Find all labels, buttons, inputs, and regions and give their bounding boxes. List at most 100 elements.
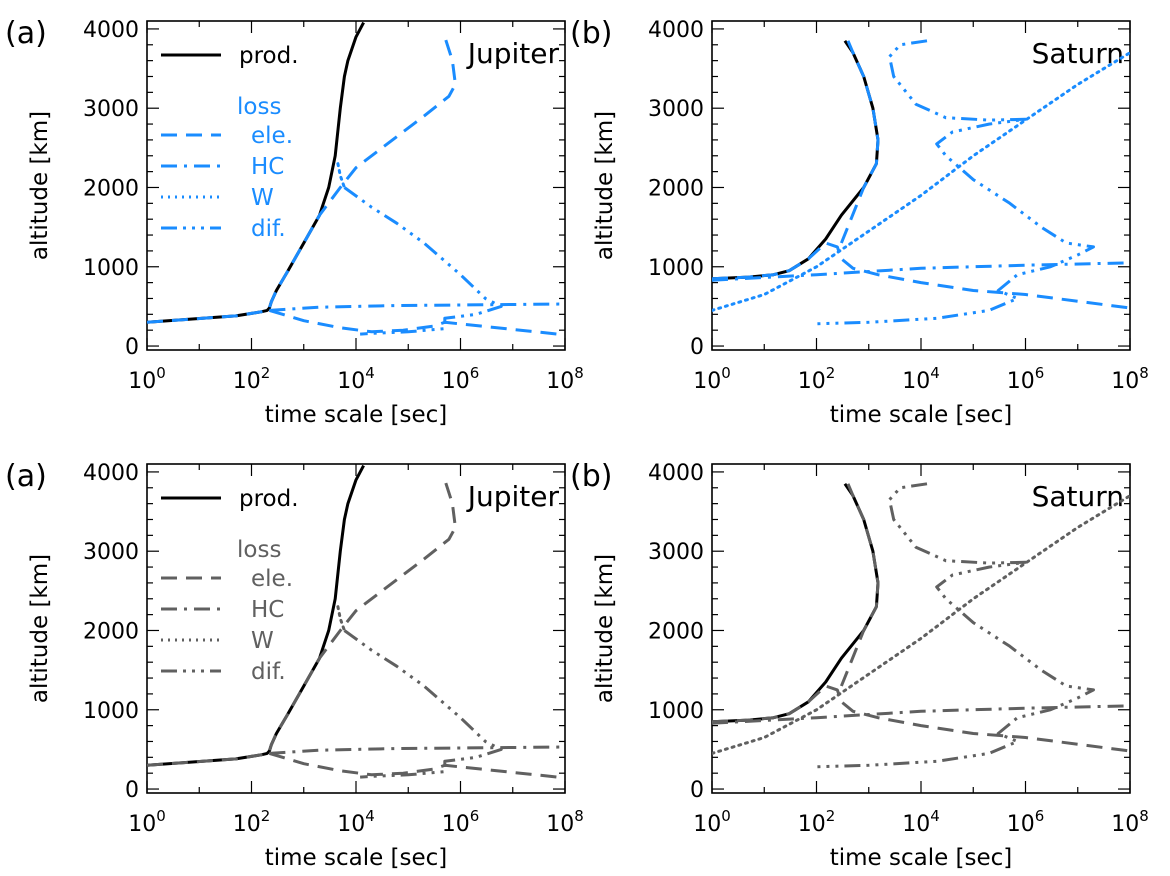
planet-label: Jupiter	[466, 37, 560, 70]
chart-panel-2: 100 102 104 106 108 0 1000 2000 3000 4000 time sca…	[570, 16, 1149, 428]
series-ele-line	[268, 308, 565, 337]
y-tick-label: 3000	[83, 97, 139, 122]
series-dif-line	[816, 482, 1095, 769]
x-axis-label: time scale [sec]	[830, 845, 1013, 871]
panel-label: (b)	[570, 459, 612, 494]
planet-label: Jupiter	[466, 480, 560, 513]
y-axis-label: altitude [km]	[27, 111, 53, 260]
x-tick-label: 100	[128, 364, 166, 394]
y-tick-label: 4000	[83, 18, 139, 43]
x-tick-label: 102	[233, 364, 271, 394]
series-group	[147, 21, 565, 337]
y-axis-label: altitude [km]	[592, 111, 618, 260]
series-group	[147, 464, 565, 780]
plot-frame	[146, 20, 566, 351]
x-tick-label: 102	[798, 364, 836, 394]
y-tick-label: 2000	[83, 619, 139, 644]
x-tick-label: 104	[337, 364, 375, 394]
y-tick-label: 4000	[83, 461, 139, 486]
y-tick-label: 1000	[648, 699, 704, 724]
panel-label: (b)	[570, 16, 612, 51]
x-tick-label: 104	[337, 807, 375, 837]
x-tick-label: 104	[902, 807, 940, 837]
legend-HC-label: HC	[251, 597, 284, 623]
series-ele-line	[268, 751, 565, 780]
x-tick-label: 106	[442, 807, 480, 837]
series-ele-line	[840, 483, 880, 687]
series-W-line	[712, 494, 1130, 755]
x-tick-label: 106	[442, 364, 480, 394]
legend-dif-label: dif.	[251, 659, 286, 685]
x-tick-label: 102	[233, 807, 271, 837]
x-tick-label: 108	[1111, 364, 1149, 394]
panel-label: (a)	[5, 16, 47, 51]
x-tick-label: 100	[128, 807, 166, 837]
plot-frame	[146, 463, 566, 794]
legend-loss-heading: loss	[237, 94, 281, 120]
y-tick-label: 0	[690, 778, 704, 803]
legend-prod-label: prod.	[239, 43, 299, 69]
y-tick-label: 0	[125, 778, 139, 803]
series-ele-line	[840, 40, 880, 244]
x-axis-label: time scale [sec]	[265, 402, 448, 428]
series-ele-line	[147, 36, 457, 324]
series-W-line	[336, 162, 346, 189]
series-HC-line	[269, 745, 565, 755]
y-axis-label: altitude [km]	[27, 554, 53, 703]
y-tick-label: 3000	[83, 540, 139, 565]
panel-label: (a)	[5, 459, 47, 494]
chart-panel-1: 100 102 104 106 108 0 1000 2000 3000 4000 time sca…	[5, 16, 584, 428]
x-axis-label: time scale [sec]	[265, 845, 448, 871]
x-tick-label: 108	[546, 807, 584, 837]
legend-W-label: W	[251, 628, 274, 654]
series-ele-line	[712, 684, 1130, 753]
y-tick-label: 2000	[83, 176, 139, 201]
series-dif-line	[343, 186, 503, 336]
y-tick-label: 1000	[83, 699, 139, 724]
series-HC-line	[712, 704, 1130, 725]
series-dif-line	[343, 629, 503, 779]
series-dif-line	[816, 39, 1095, 326]
y-tick-label: 3000	[648, 97, 704, 122]
series-group	[712, 482, 1130, 769]
series-prod-line	[147, 464, 365, 767]
series-ele-line	[147, 479, 457, 767]
chart-panel-3: 100 102 104 106 108 0 1000 2000 3000 4000 time sca…	[5, 459, 584, 871]
legend-loss-heading: loss	[237, 537, 281, 563]
legend-dif-label: dif.	[251, 216, 286, 242]
series-prod-line	[147, 21, 365, 324]
x-tick-label: 104	[902, 364, 940, 394]
y-axis-label: altitude [km]	[592, 554, 618, 703]
y-tick-label: 1000	[83, 256, 139, 281]
series-ele-line	[712, 241, 1130, 310]
legend-HC-label: HC	[251, 154, 284, 180]
x-tick-label: 106	[1007, 364, 1045, 394]
legend-W-label: W	[251, 185, 274, 211]
y-tick-label: 4000	[648, 18, 704, 43]
series-HC-line	[712, 261, 1130, 282]
x-tick-label: 106	[1007, 807, 1045, 837]
series-HC-line	[269, 302, 565, 312]
series-prod-line	[712, 482, 880, 724]
y-tick-label: 2000	[648, 619, 704, 644]
x-tick-label: 102	[798, 807, 836, 837]
series-W-line	[336, 605, 346, 632]
y-tick-label: 0	[690, 335, 704, 360]
chart-panel-4: 100 102 104 106 108 0 1000 2000 3000 4000 time sca…	[570, 459, 1149, 871]
x-axis-label: time scale [sec]	[830, 402, 1013, 428]
legend-ele-label: ele.	[251, 123, 293, 149]
y-tick-label: 2000	[648, 176, 704, 201]
x-tick-label: 108	[1111, 807, 1149, 837]
legend-prod-label: prod.	[239, 486, 299, 512]
x-tick-label: 108	[546, 364, 584, 394]
y-tick-label: 4000	[648, 461, 704, 486]
series-group	[712, 39, 1130, 326]
series-W-line	[712, 51, 1130, 312]
y-tick-label: 0	[125, 335, 139, 360]
x-tick-label: 100	[693, 364, 731, 394]
x-tick-label: 100	[693, 807, 731, 837]
series-prod-line	[712, 39, 880, 281]
y-tick-label: 1000	[648, 256, 704, 281]
